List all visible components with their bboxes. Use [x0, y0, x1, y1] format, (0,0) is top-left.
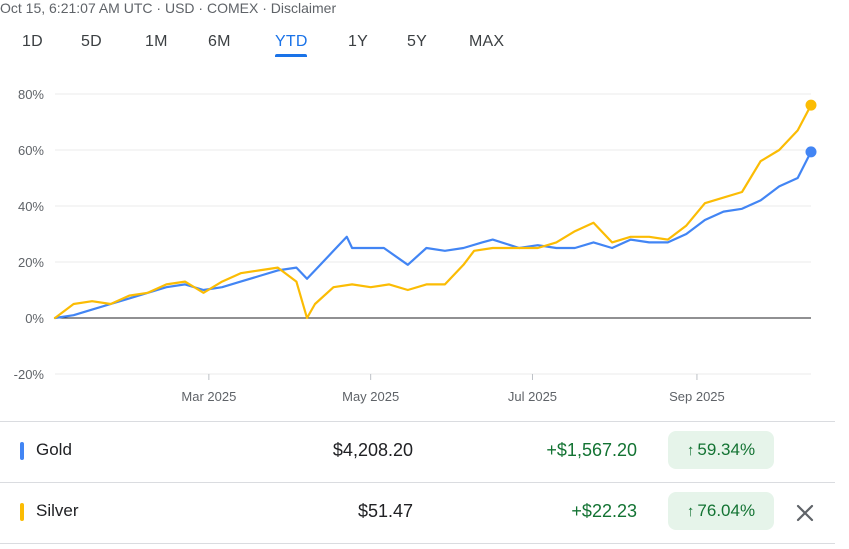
quote-price: $51.47 — [357, 501, 413, 521]
tab-ytd[interactable]: YTD — [275, 33, 308, 50]
y-tick-label: 0% — [25, 311, 44, 326]
quote-meta: Oct 15, 6:21:07 AM UTC · USD · COMEX · D… — [0, 0, 336, 16]
quote-name: Gold — [36, 440, 72, 459]
tab-5d[interactable]: 5D — [81, 33, 102, 50]
row-divider — [0, 421, 835, 422]
y-tick-label: -20% — [14, 367, 45, 382]
series-end-point-gold — [805, 146, 817, 158]
arrow-up-icon: ↑ — [686, 502, 695, 520]
y-axis: 80% 60% 40% 20% 0% -20% — [14, 87, 45, 382]
series-end-point-silver — [805, 99, 817, 111]
tab-1m[interactable]: 1M — [145, 33, 168, 50]
quote-row-silver[interactable]: Silver $51.47 +$22.23 ↑ 76.04% — [0, 482, 835, 542]
price-chart: 80% 60% 40% 20% 0% -20% Mar 2025 May 2025 Jul 2… — [14, 87, 817, 404]
tab-max[interactable]: MAX — [469, 33, 505, 50]
time-range-tabs: 1D 5D 1M 6M YTD 1Y 5Y MAX — [0, 30, 849, 60]
x-tick-label: Sep 2025 — [669, 389, 725, 404]
y-tick-label: 20% — [18, 255, 44, 270]
y-tick-label: 80% — [18, 87, 44, 102]
y-tick-label: 40% — [18, 199, 44, 214]
tab-1d[interactable]: 1D — [22, 33, 43, 50]
quote-price: $4,208.20 — [332, 440, 413, 460]
close-icon[interactable] — [790, 498, 820, 528]
active-tab-indicator — [275, 54, 307, 57]
series-line-silver — [53, 104, 813, 320]
x-tick-label: Mar 2025 — [181, 389, 236, 404]
percent-change: 76.04% — [697, 501, 756, 520]
row-divider — [0, 482, 835, 483]
arrow-up-icon: ↑ — [686, 441, 695, 459]
x-axis: Mar 2025 May 2025 Jul 2025 Sep 2025 — [181, 374, 725, 404]
row-divider — [0, 543, 835, 544]
series-line-gold — [53, 150, 813, 320]
series-color-swatch — [20, 503, 24, 521]
tab-5y[interactable]: 5Y — [407, 33, 427, 50]
exchange: COMEX — [206, 0, 259, 16]
timestamp: Oct 15, 6:21:07 AM UTC — [0, 0, 153, 16]
quote-change: +$22.23 — [571, 501, 637, 521]
series-color-swatch — [20, 442, 24, 460]
y-tick-label: 60% — [18, 143, 44, 158]
tab-1y[interactable]: 1Y — [348, 33, 368, 50]
x-tick-label: Jul 2025 — [508, 389, 557, 404]
percent-change-badge: ↑ 59.34% — [668, 431, 774, 469]
meta-separator: · — [156, 0, 162, 16]
x-tick-label: May 2025 — [342, 389, 399, 404]
chart-grid — [55, 93, 811, 375]
quote-row-gold[interactable]: Gold $4,208.20 +$1,567.20 ↑ 59.34% — [0, 421, 835, 481]
percent-change: 59.34% — [697, 440, 756, 459]
percent-change-badge: ↑ 76.04% — [668, 492, 774, 530]
meta-separator: · — [198, 0, 204, 16]
tab-6m[interactable]: 6M — [208, 33, 231, 50]
disclaimer-link[interactable]: Disclaimer — [270, 0, 337, 16]
quote-name: Silver — [36, 501, 79, 520]
chart-series — [53, 99, 817, 320]
currency: USD — [164, 0, 195, 16]
meta-separator: · — [262, 0, 267, 16]
quote-change: +$1,567.20 — [546, 440, 637, 460]
